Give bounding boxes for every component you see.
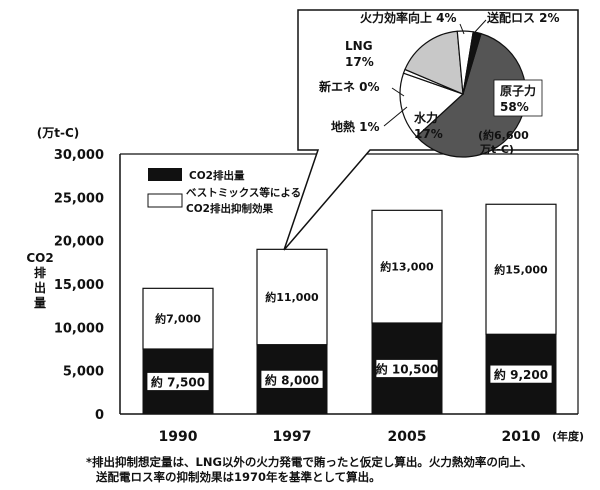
- data-label-reduction: 約15,000: [494, 262, 548, 276]
- legend-swatch-reduction: [147, 193, 183, 208]
- y-tick-label: 0: [95, 408, 104, 423]
- y-tick-label: 30,000: [54, 148, 104, 163]
- y-tick-label: 25,000: [54, 191, 104, 206]
- y-axis-title: CO2 排出量: [26, 251, 53, 310]
- bar-reduction: [256, 248, 328, 346]
- pie-total-label: (約6,600 万t-C): [478, 128, 533, 156]
- footnote-line-2: 送配電ロス率の抑制効果は1970年を基準として算出。: [96, 470, 381, 484]
- y-tick-label: 20,000: [54, 235, 104, 250]
- x-tick-label: 1990: [159, 429, 198, 445]
- data-label-reduction: 約13,000: [380, 260, 434, 274]
- pie-label-transmission-loss: 送配ロス 2%: [486, 10, 560, 25]
- bar-reduction: [485, 203, 557, 335]
- data-label-reduction: 約11,000: [265, 290, 319, 304]
- x-tick-label: 2010: [502, 429, 541, 445]
- y-tick-labels: 0 5,000 10,000 15,000 20,000 25,000 30,000: [54, 148, 104, 423]
- bar-reduction: [142, 287, 214, 350]
- data-label-emissions: 約 8,000: [265, 372, 319, 387]
- y-tick-label: 15,000: [54, 278, 104, 293]
- leader-line-geothermal: [383, 106, 408, 127]
- data-label-emissions: 約 7,500: [151, 375, 205, 390]
- data-label-box: [375, 359, 439, 378]
- data-label-emissions: 約 10,500: [376, 362, 439, 377]
- pie-label-hydro: 水力 17%: [414, 110, 443, 141]
- pie-slice: [415, 32, 527, 158]
- footnote-line-1: *排出抑制想定量は、LNG以外の火力発電で賄ったと仮定し算出。火力熱効率の向上、: [86, 455, 533, 469]
- pie-label-new-energy: 新エネ 0%: [319, 79, 380, 94]
- bars: 約 7,500 約7,000 約 8,000 約11,000 約 10,500 約13,0…: [142, 203, 557, 415]
- data-label-emissions: 約 9,200: [494, 367, 548, 382]
- x-tick-label: 1997: [273, 429, 312, 445]
- bar-reduction: [371, 209, 443, 324]
- pie-label-geothermal: 地熱 1%: [331, 119, 380, 134]
- x-axis-unit: (年度): [552, 429, 584, 443]
- legend: CO2排出量 ベストミックス等による CO2排出抑制効果: [147, 168, 305, 215]
- data-label-box: [489, 364, 553, 384]
- x-tick-labels: 1990 1997 2005 2010: [159, 429, 541, 445]
- leader-line-new-energy: [391, 87, 405, 97]
- x-tick-label: 2005: [388, 429, 427, 445]
- legend-label-emissions: CO2排出量: [189, 169, 245, 182]
- data-label-box: [146, 372, 210, 391]
- y-axis-unit: (万t-C): [37, 126, 80, 140]
- y-tick-label: 5,000: [63, 365, 104, 380]
- pie-label-box-nuclear: [493, 79, 543, 117]
- legend-label-reduction: ベストミックス等による CO2排出抑制効果: [186, 186, 305, 215]
- pie-slice: [462, 31, 482, 95]
- data-label-reduction: 約7,000: [155, 312, 201, 326]
- pie-label-lng: LNG 17%: [345, 39, 377, 69]
- svg-text:CO2排出量: CO2 排出量: [26, 251, 53, 310]
- legend-swatch-emissions: [148, 168, 182, 181]
- pie-chart: [399, 30, 543, 158]
- pie-label-nuclear: 原子力 58%: [500, 83, 540, 114]
- data-label-box: [260, 369, 324, 389]
- pie-slice: [404, 30, 464, 95]
- leader-line-transmission-loss: [473, 19, 487, 34]
- leader-line-thermal-efficiency: [459, 23, 465, 35]
- pie-label-thermal-efficiency: 火力効率向上 4%: [360, 10, 457, 25]
- footnote: *排出抑制想定量は、LNG以外の火力発電で賄ったと仮定し算出。火力熱効率の向上、…: [86, 455, 596, 485]
- y-tick-label: 10,000: [54, 321, 104, 336]
